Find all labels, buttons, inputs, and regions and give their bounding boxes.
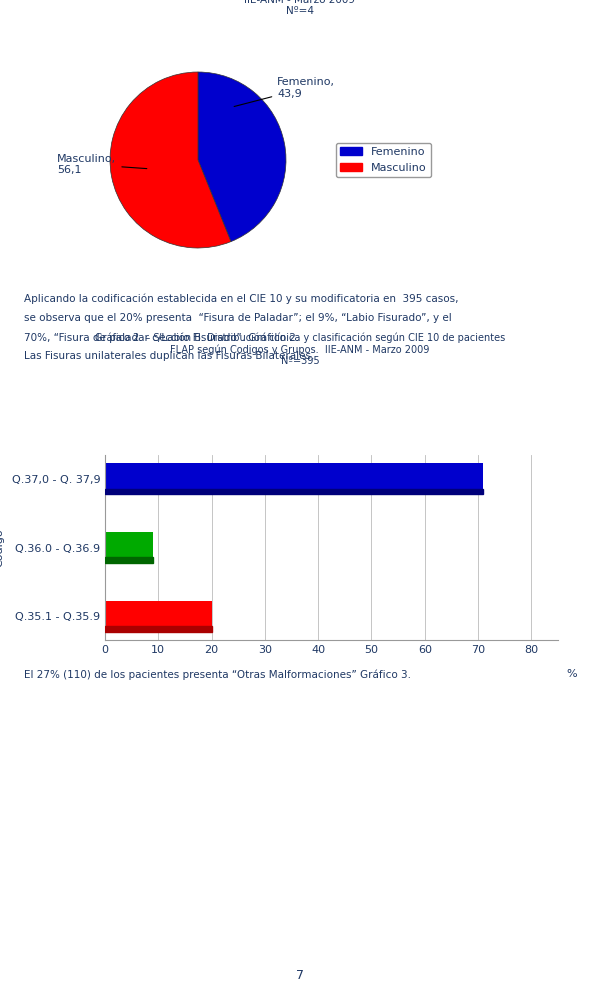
Bar	[105, 532, 153, 563]
Text: 70%, “Fisura de paladar c/Labio Fisurado”. Gráfico 2.: 70%, “Fisura de paladar c/Labio Fisurado…	[24, 332, 299, 343]
Wedge shape	[198, 72, 286, 242]
Bar	[105, 557, 153, 563]
Text: %: %	[566, 669, 577, 679]
Text: se observa que el 20% presenta  “Fisura de Paladar”; el 9%, “Labio Fisurado”, y : se observa que el 20% presenta “Fisura d…	[24, 313, 452, 323]
Bar	[105, 489, 484, 494]
Title: Gráfico 2. – Sección B. Distribución clínica y clasificación según CIE 10 de pac: Gráfico 2. – Sección B. Distribución clí…	[95, 332, 505, 366]
Text: Masculino,
56,1: Masculino, 56,1	[57, 154, 147, 175]
Wedge shape	[110, 72, 231, 248]
Legend: Femenino, Masculino: Femenino, Masculino	[335, 143, 431, 177]
Text: Femenino,
43,9: Femenino, 43,9	[234, 77, 335, 107]
Title: Gráfico  1 – Sección  A. Distribución de pacientes FLAP según
S e x o .
IIE-ANM : Gráfico 1 – Sección A. Distribución de p…	[140, 0, 460, 16]
Text: Las Fisuras unilaterales duplican las Fisuras Bilaterales.: Las Fisuras unilaterales duplican las Fi…	[24, 351, 314, 361]
Text: Aplicando la codificación establecida en el CIE 10 y su modificatoria en  395 ca: Aplicando la codificación establecida en…	[24, 294, 458, 304]
Y-axis label: Código: Código	[0, 528, 5, 567]
Bar	[105, 601, 212, 632]
Text: 7: 7	[296, 969, 304, 982]
Bar	[105, 463, 484, 494]
Text: El 27% (110) de los pacientes presenta “Otras Malformaciones” Gráfico 3.: El 27% (110) de los pacientes presenta “…	[24, 670, 411, 680]
Bar	[105, 626, 212, 632]
